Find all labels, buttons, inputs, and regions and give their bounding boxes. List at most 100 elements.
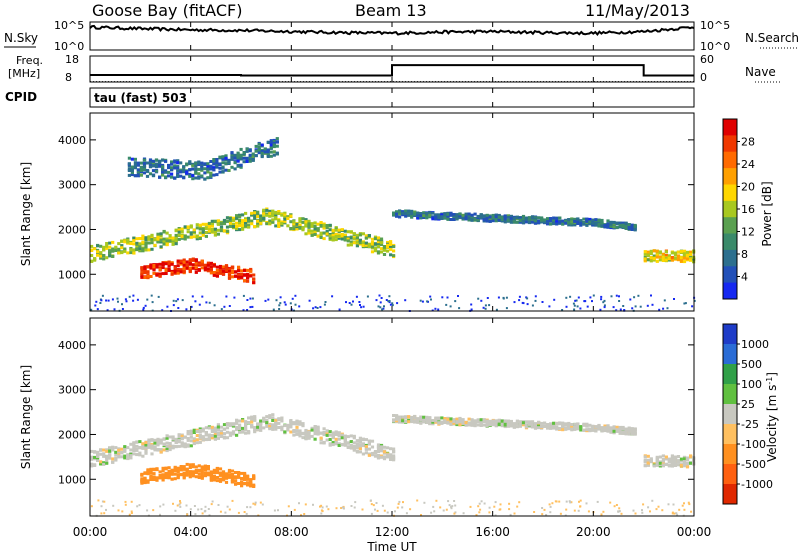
echo-cell [198,223,202,227]
echo-cell [325,224,329,228]
echo-cell [227,160,231,164]
echo-cell [337,234,341,238]
echo-cell [209,261,213,265]
echo-cell [395,210,399,214]
echo-cell [130,510,133,513]
echo-cell [370,451,375,455]
echo-cell [274,211,278,215]
echo-cell [310,428,314,432]
echo-cell [207,426,211,430]
echo-cell [265,424,269,428]
echo-cell [197,469,201,473]
echo-cell [247,421,251,424]
echo-cell [382,248,387,252]
echo-cell [298,226,302,230]
echo-cell [256,222,260,226]
echo-cell [503,419,507,423]
echo-cell [552,426,556,430]
echo-cell [102,448,106,452]
echo-cell [509,424,513,428]
echo-cell [257,148,261,152]
echo-cell [164,262,168,266]
echo-cell [165,231,169,235]
echo-cell [183,237,187,241]
echo-cell [364,243,368,247]
echo-cell [250,211,254,215]
echo-cell [96,455,100,458]
echo-cell [121,308,124,310]
echo-cell [503,220,507,224]
echo-cell [272,153,276,157]
echo-cell [340,507,343,509]
echo-cell [455,417,459,421]
echo-cell [606,225,610,229]
echo-cell [549,423,553,427]
echo-cell [600,426,604,430]
echo-cell [681,504,684,507]
echo-cell [497,296,500,299]
echo-cell [176,298,179,301]
echo-cell [352,232,356,236]
echo-cell [96,459,100,462]
echo-cell [216,228,220,232]
echo-cell [221,474,226,478]
echo-cell [132,239,136,243]
echo-cell [133,174,137,178]
echo-cell [132,248,136,252]
echo-cell [170,166,174,170]
colorbar-segment [723,282,737,300]
echo-cell [537,426,541,430]
echo-cell [364,236,368,240]
echo-cell [570,428,574,432]
echo-cell [212,168,216,172]
echo-cell [180,234,184,238]
echo-cell [301,228,305,232]
echo-cell [573,422,577,426]
echo-cell [597,218,601,222]
echo-cell [139,161,143,165]
echo-cell [594,427,598,431]
echo-cell [524,423,529,427]
echo-cell [670,462,674,466]
echo-cell [546,218,550,222]
echo-cell [301,431,305,435]
echo-cell [655,255,659,259]
echo-cell [129,456,133,460]
echo-cell [503,214,507,218]
echo-cell [346,237,350,241]
echo-cell [140,268,144,272]
echo-cell [141,442,145,446]
echo-cell [268,214,272,218]
echo-cell [215,471,219,475]
echo-cell [649,457,653,461]
echo-cell [652,254,656,258]
echo-cell [123,448,127,452]
echo-cell [247,416,251,420]
echo-cell [203,468,207,472]
echo-cell [170,468,174,472]
echo-cell [215,274,219,278]
nave-tick-top: 60 [700,53,714,66]
echo-cell [499,503,502,506]
echo-cell [237,269,241,273]
echo-cell [530,218,535,222]
echo-cell [565,500,568,503]
echo-cell [222,229,227,233]
echo-cell [271,214,275,218]
echo-cell [434,217,438,221]
echo-cell [355,295,358,298]
echo-cell [207,229,211,233]
echo-cell [132,441,136,445]
echo-cell [90,259,94,263]
echo-cell [582,222,586,226]
echo-cell [148,172,153,176]
echo-cell [244,428,248,432]
echo-cell [416,499,419,502]
echo-cell [310,426,314,430]
echo-cell [555,222,559,226]
echo-cell [244,421,248,425]
echo-cell [488,304,491,307]
echo-cell [690,510,693,513]
echo-cell [515,419,519,423]
